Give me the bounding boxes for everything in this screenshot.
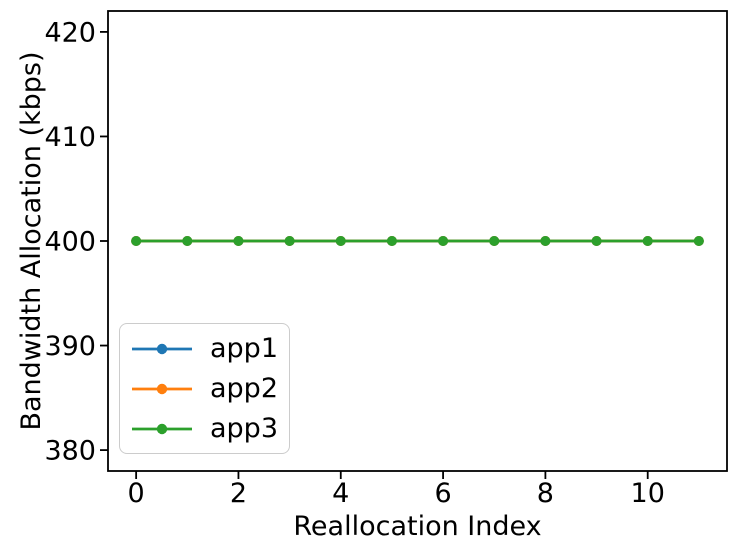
y-tick-label: 420 [44,17,96,48]
y-tick-label: 390 [44,331,96,362]
x-tick-label: 8 [537,478,554,509]
data-point-marker [591,236,602,246]
x-tick-label: 0 [128,478,145,509]
data-point-marker [489,236,500,246]
x-tick-label: 6 [434,478,451,509]
legend: app1 app2 app3 [119,323,290,454]
y-axis-label: Bandwidth Allocation (kbps) [16,51,47,431]
data-point-marker [642,236,653,246]
legend-line-marker-icon [132,343,192,355]
legend-line-marker-icon [132,423,192,435]
x-tick-label: 4 [332,478,349,509]
y-axis-ticks: 380 390 400 410 420 [44,17,108,467]
data-point-marker [182,236,193,246]
legend-label: app3 [210,413,279,444]
data-point-marker [386,236,397,246]
data-point-marker [284,236,295,246]
data-point-marker [233,236,244,246]
legend-marker-dot [156,343,168,355]
legend-item-app1: app1 [131,329,289,369]
legend-marker-dot [156,383,168,395]
legend-item-app2: app2 [131,369,289,409]
series-layer [131,236,704,246]
legend-item-app3: app3 [131,409,289,449]
x-tick-label: 10 [631,478,665,509]
legend-marker-dot [156,423,168,435]
x-axis-ticks: 0 2 4 6 8 10 [128,471,665,509]
data-point-marker [131,236,142,246]
legend-label: app1 [210,333,279,364]
x-axis-label: Reallocation Index [293,511,542,542]
y-tick-label: 400 [44,227,96,258]
y-tick-label: 380 [44,436,96,467]
y-tick-label: 410 [44,122,96,153]
x-tick-label: 2 [230,478,247,509]
legend-label: app2 [210,373,279,404]
data-point-marker [335,236,346,246]
data-point-marker [693,236,704,246]
data-point-marker [438,236,449,246]
series-app3 [131,236,704,246]
data-point-marker [540,236,551,246]
legend-line-marker-icon [132,383,192,395]
